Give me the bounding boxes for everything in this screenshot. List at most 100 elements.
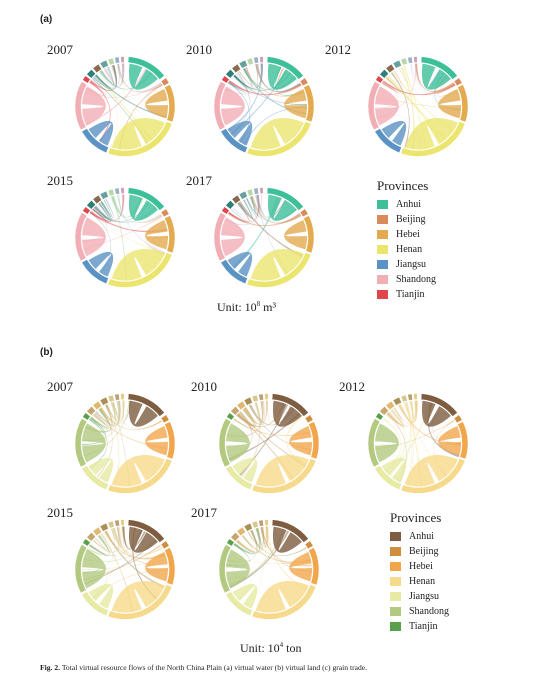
chord-ribbon — [145, 552, 168, 582]
chord-arc — [264, 519, 269, 526]
chord-arc — [367, 81, 381, 131]
chord-arc — [225, 465, 253, 491]
chord-ribbon — [267, 63, 297, 90]
chord-arc — [246, 252, 312, 288]
chord-arc — [99, 190, 109, 200]
chord-ribbon — [83, 400, 131, 457]
chord-ribbon — [255, 455, 309, 487]
legend-swatch — [377, 215, 388, 224]
legend-item: Shandong — [390, 604, 449, 619]
chord-ribbon — [85, 220, 165, 256]
chord-arc — [299, 208, 309, 218]
chord-ribbon — [88, 457, 114, 483]
chord-ribbon — [236, 526, 265, 553]
chord-ribbon — [375, 86, 399, 126]
chord-diagram — [213, 187, 315, 288]
chord-arc — [367, 418, 381, 468]
chord-ribbon — [228, 202, 250, 224]
chord-diagram — [74, 393, 176, 494]
chord-arc — [164, 215, 176, 254]
legend-swatch — [390, 622, 401, 631]
chord-arc — [236, 526, 247, 537]
chord-arc — [251, 520, 259, 529]
chord-diagram — [367, 393, 469, 494]
chord-ribbon — [242, 400, 265, 425]
chord-ribbon — [226, 549, 250, 589]
chord-ribbon — [399, 400, 419, 424]
chord-arc — [420, 393, 458, 417]
panel-a-tag: (a) — [40, 14, 53, 25]
chord-arc — [81, 591, 109, 617]
chord-arc — [86, 405, 96, 416]
chord-ribbon — [286, 415, 307, 467]
legend-item: Jiangsu — [377, 257, 436, 272]
chord-ribbon — [111, 63, 124, 86]
year-label: 2017 — [191, 505, 217, 520]
chord-ribbon — [111, 194, 121, 217]
chord-ribbon — [232, 583, 258, 609]
legend-label: Anhui — [396, 199, 421, 210]
chord-ribbon — [88, 537, 109, 557]
chord-ribbon — [381, 457, 407, 483]
chord-diagram — [74, 519, 176, 620]
chord-ribbon — [242, 401, 263, 425]
chord-arc — [114, 393, 120, 401]
year-label: 2015 — [47, 505, 73, 520]
chord-ribbon — [145, 89, 168, 119]
chord-arc — [114, 187, 120, 195]
chord-arc — [246, 188, 254, 197]
chord-arc — [453, 77, 463, 87]
chord-ribbon — [227, 251, 253, 277]
chord-ribbon — [227, 212, 301, 227]
chord-ribbon — [226, 423, 250, 463]
chord-arc — [299, 77, 309, 87]
chord-arc — [120, 187, 125, 194]
chord-arc — [120, 56, 125, 63]
chord-ribbon — [249, 194, 261, 217]
chord-arc — [107, 458, 173, 494]
chord-arc — [226, 412, 235, 421]
chord-arc — [251, 458, 317, 494]
chord-ribbon — [82, 549, 106, 589]
chord-arc — [259, 56, 264, 63]
chord-ribbon — [92, 527, 120, 553]
chord-arc — [107, 121, 173, 157]
chord-ribbon — [92, 201, 150, 222]
chord-arc — [86, 531, 96, 542]
chord-ribbon — [111, 455, 165, 487]
chord-ribbon — [289, 426, 312, 456]
legend-label: Beijing — [409, 546, 439, 557]
chord-diagram — [367, 56, 469, 157]
chord-ribbon — [100, 400, 125, 425]
chord-arc — [231, 194, 242, 205]
chord-arc — [304, 414, 314, 424]
chord-arc — [400, 394, 408, 403]
chord-arc — [243, 396, 253, 406]
legend-swatch — [377, 230, 388, 239]
chord-diagram — [213, 56, 315, 157]
chord-arc — [375, 75, 384, 84]
chord-ribbon — [236, 402, 285, 428]
legend-swatch — [377, 275, 388, 284]
chord-ribbon — [382, 417, 402, 472]
legend-item: Tianjin — [377, 287, 436, 302]
chord-ribbon — [241, 534, 312, 564]
chord-ribbon — [128, 194, 158, 221]
year-label: 2012 — [325, 42, 351, 57]
chord-ribbon — [82, 207, 108, 243]
chord-ribbon — [272, 526, 302, 553]
chord-ribbon — [128, 400, 158, 427]
chord-ribbon — [111, 196, 143, 218]
chord-arc — [160, 540, 170, 550]
legend-label: Anhui — [409, 531, 434, 542]
chord-ribbon — [122, 526, 147, 550]
chord-arc — [82, 538, 91, 547]
chord-arc — [266, 56, 304, 80]
chord-diagram — [74, 56, 176, 157]
chord-arc — [258, 393, 264, 401]
chord-ribbon — [236, 526, 269, 553]
year-label: 2010 — [186, 42, 212, 57]
legend-swatch — [390, 547, 401, 556]
chord-arc — [92, 63, 103, 74]
chord-ribbon — [243, 67, 297, 91]
